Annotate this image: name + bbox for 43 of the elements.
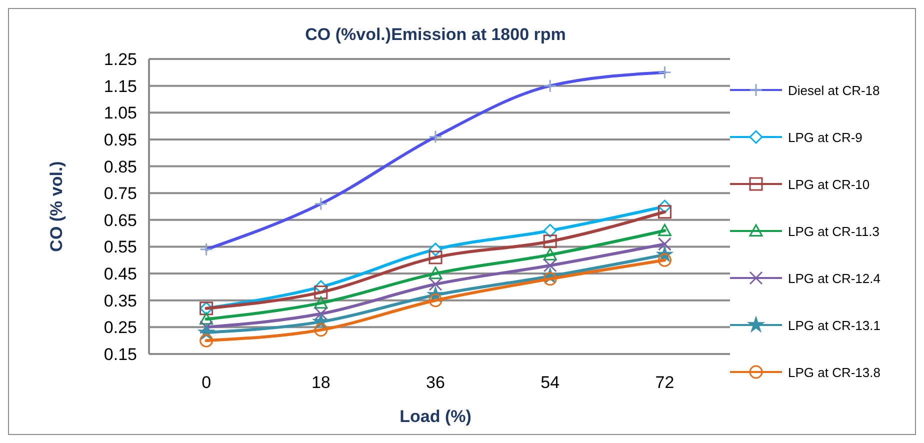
legend-label: LPG at CR-11.3 (788, 224, 880, 239)
y-tick-label: 0.65 (104, 210, 137, 230)
x-tick-label: 0 (202, 373, 212, 392)
y-tick-label: 0.25 (104, 318, 137, 338)
y-tick-label: 0.45 (104, 264, 137, 284)
point (428, 294, 442, 308)
y-tick-label: 0.95 (104, 130, 137, 150)
legend-label: LPG at CR-9 (788, 130, 862, 145)
point (200, 312, 214, 325)
y-tick-label: 0.15 (104, 345, 137, 364)
point (658, 237, 672, 251)
x-tick-label: 36 (426, 373, 445, 392)
y-tick-label: 1.15 (104, 76, 137, 96)
point (428, 278, 442, 292)
x-tick-label: 72 (655, 373, 674, 392)
point (314, 323, 328, 337)
y-axis-title: CO (% vol.) (47, 161, 66, 252)
point (543, 224, 557, 238)
legend-label: LPG at CR-12.4 (788, 271, 880, 286)
point (543, 234, 557, 248)
point (200, 334, 214, 348)
y-tick-label: 0.55 (104, 238, 137, 257)
point (314, 286, 328, 300)
point (428, 266, 442, 280)
point (314, 296, 328, 309)
point (428, 250, 442, 264)
x-tick-label: 54 (540, 373, 560, 392)
y-tick-label: 0.35 (104, 291, 137, 310)
chart-title: CO (%vol.)Emission at 1800 rpm (305, 25, 566, 44)
point (658, 205, 672, 219)
x-tick-label: 18 (311, 373, 330, 392)
legend-label: LPG at CR-13.1 (788, 318, 880, 333)
legend-label: LPG at CR-10 (788, 177, 870, 192)
y-tick-label: 0.75 (104, 184, 137, 204)
y-tick-label: 1.25 (104, 50, 137, 69)
legend-label: LPG at CR-13.8 (788, 365, 880, 380)
x-axis-title: Load (%) (400, 407, 472, 426)
point (658, 224, 672, 236)
legend-label: Diesel at CR-18 (788, 83, 880, 98)
y-tick-label: 1.05 (104, 104, 137, 123)
point (543, 248, 557, 260)
y-tick-label: 0.85 (104, 157, 137, 176)
point (543, 258, 557, 272)
